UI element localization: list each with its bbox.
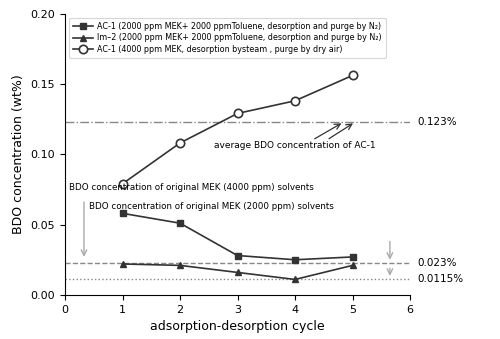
AC-1 (2000 ppm MEK+ 2000 ppmToluene, desorption and purge by N₂) xyxy=(177,221,183,225)
AC-1 (4000 ppm MEK, desorption bysteam , purge by dry air) xyxy=(234,112,240,116)
Text: 0.123%: 0.123% xyxy=(417,117,457,127)
Text: BDO concentration of original MEK (2000 ppm) solvents: BDO concentration of original MEK (2000 … xyxy=(89,201,334,211)
Im–2 (2000 ppm MEK+ 2000 ppmToluene, desorption and purge by N₂) xyxy=(120,262,126,266)
Im–2 (2000 ppm MEK+ 2000 ppmToluene, desorption and purge by N₂) xyxy=(350,263,356,267)
AC-1 (2000 ppm MEK+ 2000 ppmToluene, desorption and purge by N₂) xyxy=(120,211,126,215)
Text: 0.0115%: 0.0115% xyxy=(417,274,463,284)
AC-1 (4000 ppm MEK, desorption bysteam , purge by dry air) xyxy=(350,74,356,78)
Line: Im–2 (2000 ppm MEK+ 2000 ppmToluene, desorption and purge by N₂): Im–2 (2000 ppm MEK+ 2000 ppmToluene, des… xyxy=(120,261,356,283)
AC-1 (2000 ppm MEK+ 2000 ppmToluene, desorption and purge by N₂) xyxy=(292,258,298,262)
Text: BDO concentration of original MEK (4000 ppm) solvents: BDO concentration of original MEK (4000 … xyxy=(69,183,314,192)
AC-1 (2000 ppm MEK+ 2000 ppmToluene, desorption and purge by N₂) xyxy=(234,254,240,258)
Text: average BDO concentration of AC-1: average BDO concentration of AC-1 xyxy=(214,141,376,150)
Im–2 (2000 ppm MEK+ 2000 ppmToluene, desorption and purge by N₂) xyxy=(292,277,298,281)
X-axis label: adsorption-desorption cycle: adsorption-desorption cycle xyxy=(150,320,325,333)
AC-1 (4000 ppm MEK, desorption bysteam , purge by dry air) xyxy=(177,141,183,145)
Im–2 (2000 ppm MEK+ 2000 ppmToluene, desorption and purge by N₂) xyxy=(177,263,183,267)
Y-axis label: BDO concentration (wt%): BDO concentration (wt%) xyxy=(12,74,25,234)
Line: AC-1 (4000 ppm MEK, desorption bysteam , purge by dry air): AC-1 (4000 ppm MEK, desorption bysteam ,… xyxy=(118,71,356,188)
Im–2 (2000 ppm MEK+ 2000 ppmToluene, desorption and purge by N₂) xyxy=(234,271,240,275)
Text: 0.023%: 0.023% xyxy=(417,258,457,267)
Legend: AC-1 (2000 ppm MEK+ 2000 ppmToluene, desorption and purge by N₂), Im–2 (2000 ppm: AC-1 (2000 ppm MEK+ 2000 ppmToluene, des… xyxy=(69,18,386,58)
AC-1 (2000 ppm MEK+ 2000 ppmToluene, desorption and purge by N₂) xyxy=(350,255,356,259)
Line: AC-1 (2000 ppm MEK+ 2000 ppmToluene, desorption and purge by N₂): AC-1 (2000 ppm MEK+ 2000 ppmToluene, des… xyxy=(120,210,356,263)
AC-1 (4000 ppm MEK, desorption bysteam , purge by dry air) xyxy=(120,182,126,186)
AC-1 (4000 ppm MEK, desorption bysteam , purge by dry air) xyxy=(292,99,298,103)
